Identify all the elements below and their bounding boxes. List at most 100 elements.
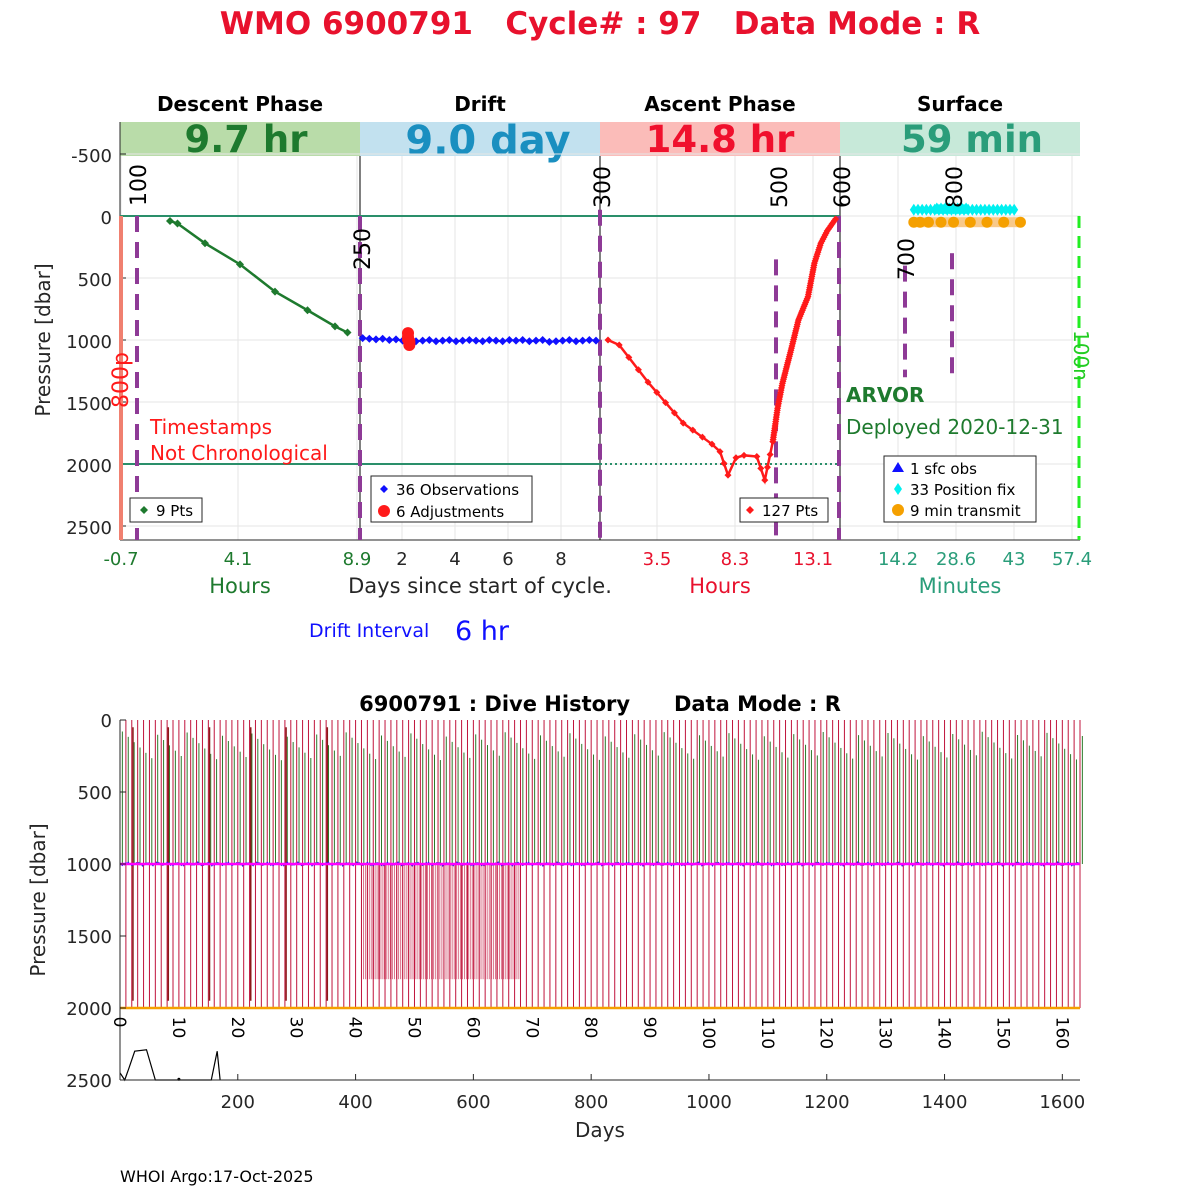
position-fix-point (936, 202, 945, 215)
history-y-tick-label: 2500 (66, 1071, 112, 1092)
drift-observation-point (472, 336, 480, 345)
history-cycle-label: 0 (109, 1017, 129, 1028)
marker-label-800: 800 (943, 166, 968, 208)
drift-x-ticks: 2 4 6 8 (396, 549, 566, 570)
y-tick-label: 1500 (66, 394, 112, 415)
position-fix-point (1001, 203, 1010, 216)
x-tick-label: 57.4 (1052, 549, 1092, 570)
ascent-point (644, 378, 652, 386)
position-fix-point (976, 203, 985, 216)
x-tick-label: 8.9 (343, 549, 372, 570)
duration-drift: 9.0 day (405, 118, 570, 164)
history-cycle-label: 70 (521, 1017, 541, 1039)
marker-label-300: 300 (591, 166, 616, 208)
history-x-tick-label: 800 (574, 1092, 608, 1113)
ascent-x-ticks: 3.5 8.3 13.1 (643, 549, 833, 570)
marker-label-100n: 100n (1069, 330, 1093, 381)
x-tick-label: 4 (449, 549, 460, 570)
legend-text-ascent: 127 Pts (762, 502, 818, 520)
descent-point (166, 216, 174, 225)
drift-observation-point (445, 336, 454, 344)
drift-observation-point (498, 337, 507, 346)
marker-label-100: 100 (127, 164, 152, 206)
y-tick-label: -500 (71, 146, 112, 167)
history-y-tick-label: 0 (101, 711, 112, 732)
drift-observation-point (525, 337, 534, 346)
ascent-point (757, 464, 765, 472)
duration-band-drift (360, 122, 600, 156)
drift-observation-point (552, 337, 560, 346)
top-y-ticks: -500 0 500 1000 1500 2000 2500 (66, 146, 112, 539)
legend-marker-adjustments (378, 505, 390, 517)
ascent-point (670, 409, 678, 417)
surface-x-axis-label: Minutes (919, 574, 1002, 598)
duration-band-ascent (600, 122, 840, 156)
x-tick-label: 2 (396, 549, 407, 570)
drift-interval-label: Drift Interval (309, 620, 429, 642)
drift-observation-point (432, 337, 440, 346)
position-fix-point (941, 202, 950, 215)
history-cycle-label: 110 (757, 1017, 777, 1049)
transmit-point (922, 216, 934, 228)
transmit-point (914, 216, 926, 228)
history-cycle-label: 10 (168, 1017, 188, 1039)
drift-x-axis-label: Days since start of cycle. (348, 574, 612, 598)
drift-observation-point (538, 336, 547, 344)
position-fix-point (926, 203, 935, 216)
drift-observation-point (492, 336, 500, 345)
ascent-point (615, 341, 623, 349)
drift-observation-point (478, 337, 487, 346)
ascent-point (763, 463, 771, 471)
ascent-point (708, 440, 716, 448)
drift-observation-point (558, 336, 567, 345)
history-x-tick-label: 1200 (804, 1092, 850, 1113)
position-fix-point (922, 203, 931, 216)
history-x-tick-label: 1600 (1039, 1092, 1085, 1113)
legend-marker-transmit (892, 504, 904, 516)
x-tick-label: 4.1 (224, 549, 253, 570)
surface-x-ticks: 14.2 28.6 43 57.4 (878, 549, 1092, 570)
history-cycle-label: 20 (227, 1017, 247, 1039)
drift-observation-point (518, 336, 527, 344)
x-tick-label: 28.6 (936, 549, 976, 570)
descent-x-axis-label: Hours (209, 574, 271, 598)
y-tick-label: 2500 (66, 518, 112, 539)
history-y-tick-label: 1000 (66, 855, 112, 876)
x-tick-label: 6 (502, 549, 513, 570)
ascent-point (625, 353, 633, 361)
descent-point (236, 260, 244, 269)
float-type: ARVOR (846, 383, 924, 407)
history-background (120, 720, 1080, 1080)
legend-marker-ascent (746, 506, 754, 514)
history-x-axis-label: Days (575, 1118, 625, 1142)
history-title: 6900791 : Dive History Data Mode : R (359, 692, 841, 716)
drift-observation-point (585, 336, 594, 344)
legend-ascent: 127 Pts (739, 497, 829, 523)
ascent-point (689, 426, 697, 434)
duration-band-surface (840, 122, 1080, 156)
position-fix-point (993, 203, 1002, 216)
marker-label-700: 700 (895, 238, 920, 280)
deployed-date: Deployed 2020-12-31 (846, 415, 1064, 439)
x-tick-label: 14.2 (878, 549, 918, 570)
history-cycle-label: 30 (286, 1017, 306, 1039)
y-tick-label: 0 (101, 208, 112, 229)
history-cycle-label: 130 (875, 1017, 895, 1049)
position-fix-point (972, 203, 981, 216)
marker-label-800p: 800p (109, 352, 134, 408)
top-panel-data (166, 202, 1026, 485)
descent-point (201, 239, 209, 248)
drift-observation-point (565, 336, 574, 344)
drift-observation-point (385, 336, 394, 344)
ascent-point (662, 399, 670, 407)
drift-observation-point (358, 334, 367, 343)
drift-observation-point (392, 335, 400, 344)
position-fix-point (932, 202, 941, 215)
duration-surface: 59 min (901, 118, 1043, 161)
x-tick-label: 3.5 (643, 549, 672, 570)
ascent-point (832, 215, 840, 223)
ascent-point (698, 433, 706, 441)
history-cycle-label: 60 (462, 1017, 482, 1039)
drift-observation-point (458, 336, 467, 345)
